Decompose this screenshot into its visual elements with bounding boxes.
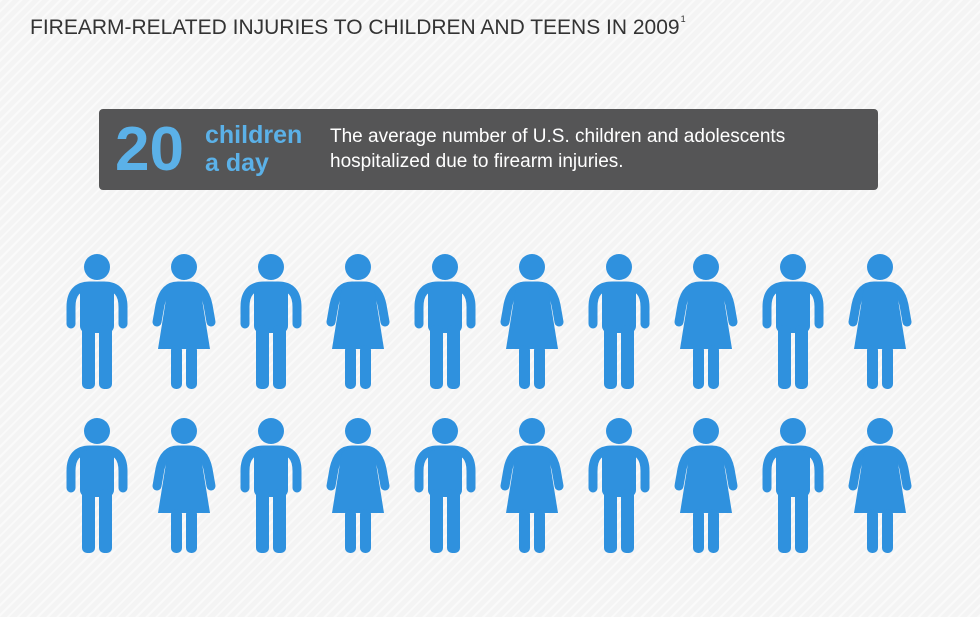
boy-figure-icon: [66, 254, 128, 389]
page-title: FIREARM-RELATED INJURIES TO CHILDREN AND…: [30, 14, 686, 40]
girl-figure-icon: [848, 254, 912, 389]
girl-figure-icon: [326, 418, 390, 553]
boy-figure-icon: [240, 254, 302, 389]
boy-figure-icon: [588, 418, 650, 553]
girl-figure-icon: [848, 418, 912, 553]
stat-unit: children a day: [205, 121, 302, 177]
girl-figure-icon: [152, 254, 216, 389]
stat-description: The average number of U.S. children and …: [330, 126, 786, 172]
boy-figure-icon: [588, 254, 650, 389]
boy-figure-icon: [66, 418, 128, 553]
boy-figure-icon: [414, 418, 476, 553]
girl-figure-icon: [674, 254, 738, 389]
boy-figure-icon: [762, 254, 824, 389]
girl-figure-icon: [326, 254, 390, 389]
boy-figure-icon: [762, 418, 824, 553]
stat-number: 20: [115, 115, 184, 184]
stat-unit-line1: children: [205, 121, 303, 149]
stat-banner: 20 children a day The average number of …: [99, 109, 878, 190]
boy-figure-icon: [414, 254, 476, 389]
title-text: FIREARM-RELATED INJURIES TO CHILDREN AND…: [30, 16, 680, 39]
girl-figure-icon: [152, 418, 216, 553]
title-footnote: 1: [680, 14, 686, 24]
girl-figure-icon: [500, 254, 564, 389]
stat-unit-line2: a day: [205, 149, 269, 177]
girl-figure-icon: [674, 418, 738, 553]
boy-figure-icon: [240, 418, 302, 553]
girl-figure-icon: [500, 418, 564, 553]
